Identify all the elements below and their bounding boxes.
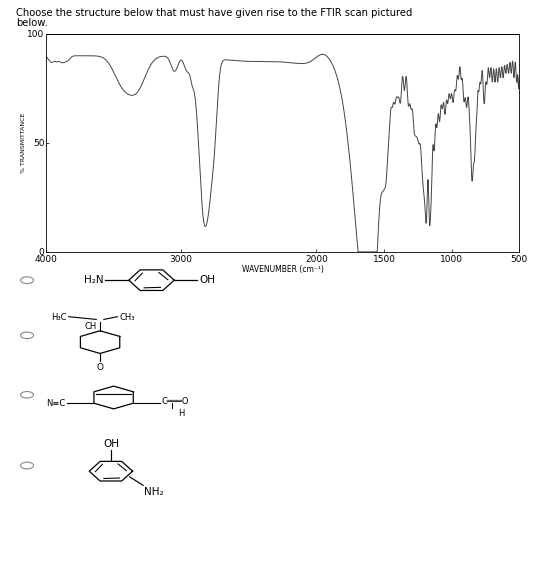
Text: OH: OH: [103, 439, 119, 448]
Text: O: O: [97, 363, 103, 372]
Text: H: H: [177, 409, 184, 418]
Text: OH: OH: [199, 275, 215, 285]
Text: CH₃: CH₃: [119, 313, 135, 321]
Text: NH₂: NH₂: [144, 487, 164, 497]
Y-axis label: % TRANSMITTANCE: % TRANSMITTANCE: [21, 113, 26, 173]
Text: N≡C: N≡C: [47, 398, 66, 408]
Text: CH: CH: [84, 322, 97, 331]
Text: Choose the structure below that must have given rise to the FTIR scan pictured: Choose the structure below that must hav…: [16, 8, 413, 19]
Text: H₂N: H₂N: [84, 275, 104, 285]
X-axis label: WAVENUMBER (cm⁻¹): WAVENUMBER (cm⁻¹): [242, 265, 324, 274]
Text: below.: below.: [16, 18, 48, 28]
Text: H₃C: H₃C: [51, 313, 67, 321]
Text: C═══O: C═══O: [161, 397, 189, 405]
